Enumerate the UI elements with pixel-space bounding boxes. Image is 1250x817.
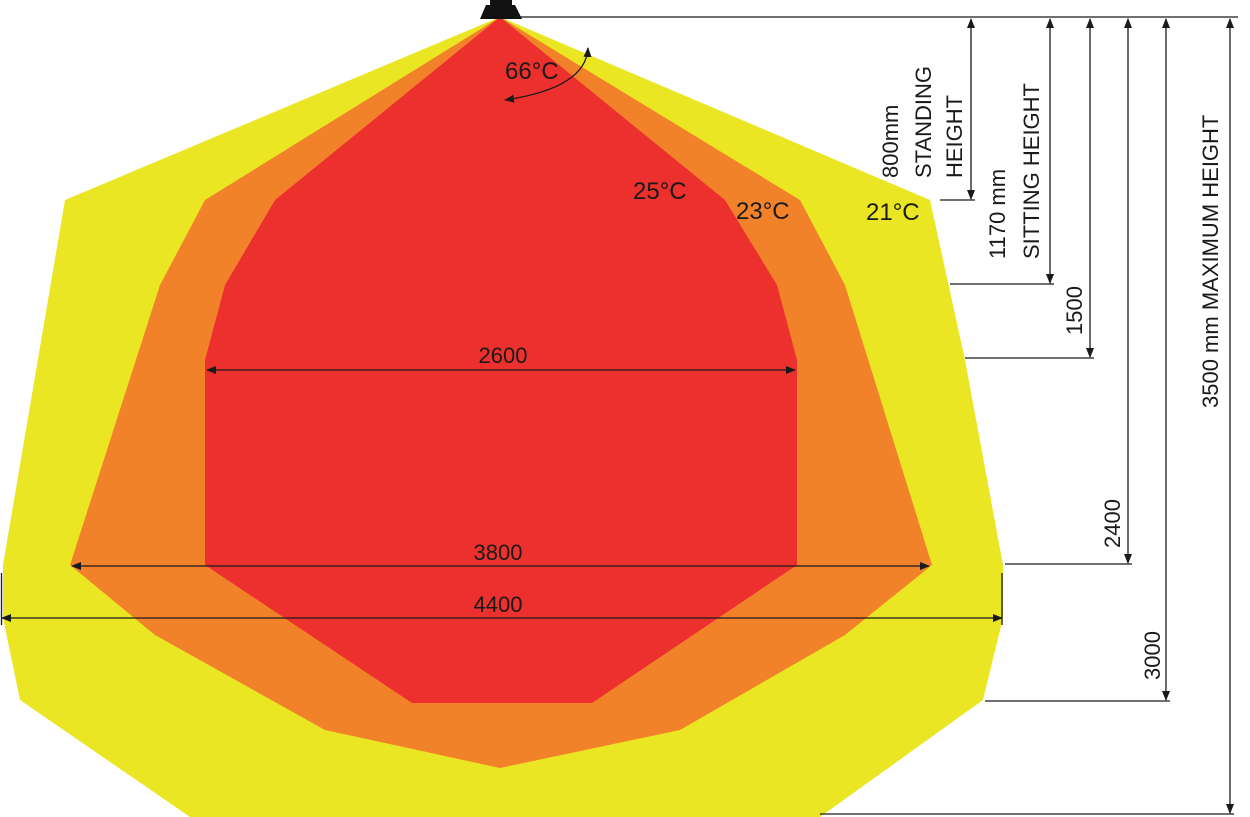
zone-25-area [205,17,797,703]
height-1500-label: 1500 [1062,286,1087,335]
height-800-line2: HEIGHT [942,95,967,178]
heater-icon [480,0,522,19]
height-dimensions [820,18,1234,815]
height-1170-line1: SITTING HEIGHT [1019,83,1044,259]
height-800-line1: STANDING [911,66,936,178]
height-800-value: 800mm [878,105,903,178]
height-3000-label: 3000 [1140,631,1165,680]
temp-label-21: 21°C [866,199,920,226]
height-2400-label: 2400 [1100,499,1125,548]
beam-angle-label: 66°C [505,58,559,85]
temp-label-25: 25°C [633,178,687,205]
beam-angle-arc [504,47,592,103]
width-3800-label: 3800 [474,540,523,565]
width-2600-label: 2600 [479,343,528,368]
width-4400-label: 4400 [474,592,523,617]
height-1170-value: 1170 mm [985,169,1010,259]
height-3500-label: 3500 mm MAXIMUM HEIGHT [1198,115,1223,408]
temp-label-23: 23°C [736,198,790,225]
